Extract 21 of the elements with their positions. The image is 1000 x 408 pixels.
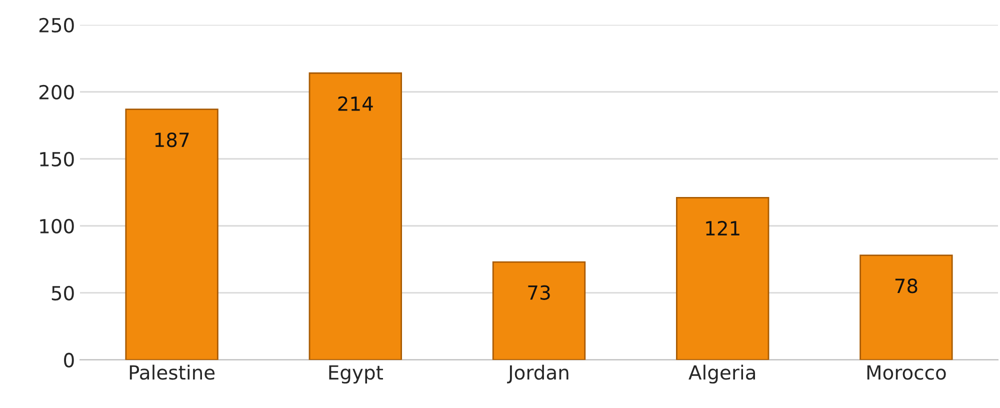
bar — [492, 261, 586, 360]
y-tick-label: 200 — [39, 84, 74, 100]
bar — [125, 108, 218, 360]
data-label: 78 — [895, 278, 918, 294]
data-label: 121 — [706, 220, 740, 236]
x-tick-label: Jordan — [507, 364, 568, 384]
x-tick-label: Algeria — [688, 364, 755, 384]
y-tick-label: 250 — [39, 18, 74, 33]
y-tick-label: 50 — [52, 286, 74, 301]
y-tick-label: 0 — [64, 352, 74, 368]
x-tick-label: Morocco — [867, 365, 946, 380]
x-tick-label: Palestine — [130, 364, 215, 380]
bar — [860, 254, 953, 360]
data-label: 214 — [338, 96, 373, 111]
y-tick-label: 100 — [40, 218, 74, 234]
x-tick-label: Egypt — [329, 365, 383, 384]
bar — [676, 197, 770, 360]
data-label: 73 — [528, 285, 550, 300]
y-tick-label: 150 — [40, 152, 74, 167]
data-label: 187 — [155, 132, 189, 148]
bar — [308, 72, 402, 360]
